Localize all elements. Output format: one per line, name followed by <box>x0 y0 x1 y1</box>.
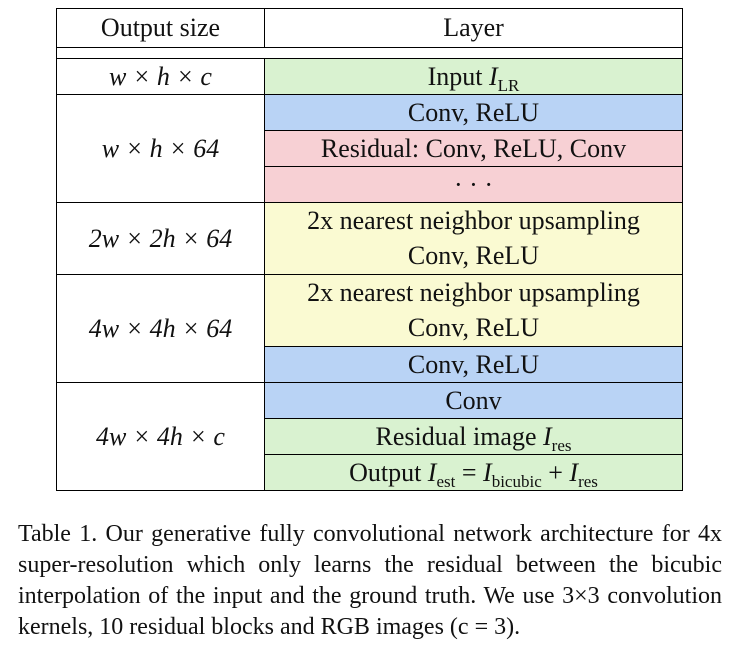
size-text: 4w × 4h × 64 <box>88 313 233 343</box>
layer-cell: Residual image Ires <box>264 418 683 455</box>
size-text: w × h × c <box>109 61 212 91</box>
layer-cell: Conv <box>264 382 683 419</box>
header-layer: Layer <box>264 8 683 48</box>
header-output-size: Output size <box>56 8 265 48</box>
size-text: 2w × 2h × 64 <box>88 223 233 253</box>
layer-cell: Residual: Conv, ReLU, Conv <box>264 130 683 167</box>
layer-text: Residual: Conv, ReLU, Conv <box>320 133 627 163</box>
output-size-cell: 4w × 4h × 64 <box>56 274 265 383</box>
layer-text: · · · <box>454 169 493 199</box>
layer-cell: Output Iest = Ibicubic + Ires <box>264 454 683 491</box>
layer-cell: Input ILR <box>264 58 683 95</box>
size-text: w × h × 64 <box>101 133 220 163</box>
size-text: 4w × 4h × c <box>96 421 225 451</box>
layer-text: Output Iest = Ibicubic + Ires <box>349 457 598 491</box>
layer-cell: 2x nearest neighbor upsampling <box>264 202 683 239</box>
output-size-cell: 4w × 4h × c <box>56 382 265 491</box>
output-size-cell: 2w × 2h × 64 <box>56 202 265 275</box>
layer-text: Input ILR <box>427 61 520 95</box>
layer-cell: Conv, ReLU <box>264 94 683 131</box>
layer-cell: Conv, ReLU <box>264 238 683 275</box>
table-caption: Table 1. Our generative fully convolutio… <box>18 521 722 640</box>
layer-text: Conv, ReLU <box>407 241 540 271</box>
output-size-cell: w × h × 64 <box>56 94 265 203</box>
layer-text: Conv, ReLU <box>407 313 540 343</box>
layer-text: Conv, ReLU <box>407 349 540 379</box>
layer-cell: · · · <box>264 166 683 203</box>
layer-text: 2x nearest neighbor upsampling <box>307 205 640 235</box>
layer-cell: Conv, ReLU <box>264 310 683 347</box>
architecture-table: Output size Layer w × h × c Input ILR w … <box>56 8 683 491</box>
layer-text: 2x nearest neighbor upsampling <box>307 277 640 307</box>
layer-text: Conv <box>445 385 502 415</box>
spacer <box>56 47 683 59</box>
output-size-cell: w × h × c <box>56 58 265 95</box>
layer-text: Conv, ReLU <box>407 97 540 127</box>
layer-cell: Conv, ReLU <box>264 346 683 383</box>
layer-cell: 2x nearest neighbor upsampling <box>264 274 683 311</box>
layer-text: Residual image Ires <box>375 421 572 455</box>
